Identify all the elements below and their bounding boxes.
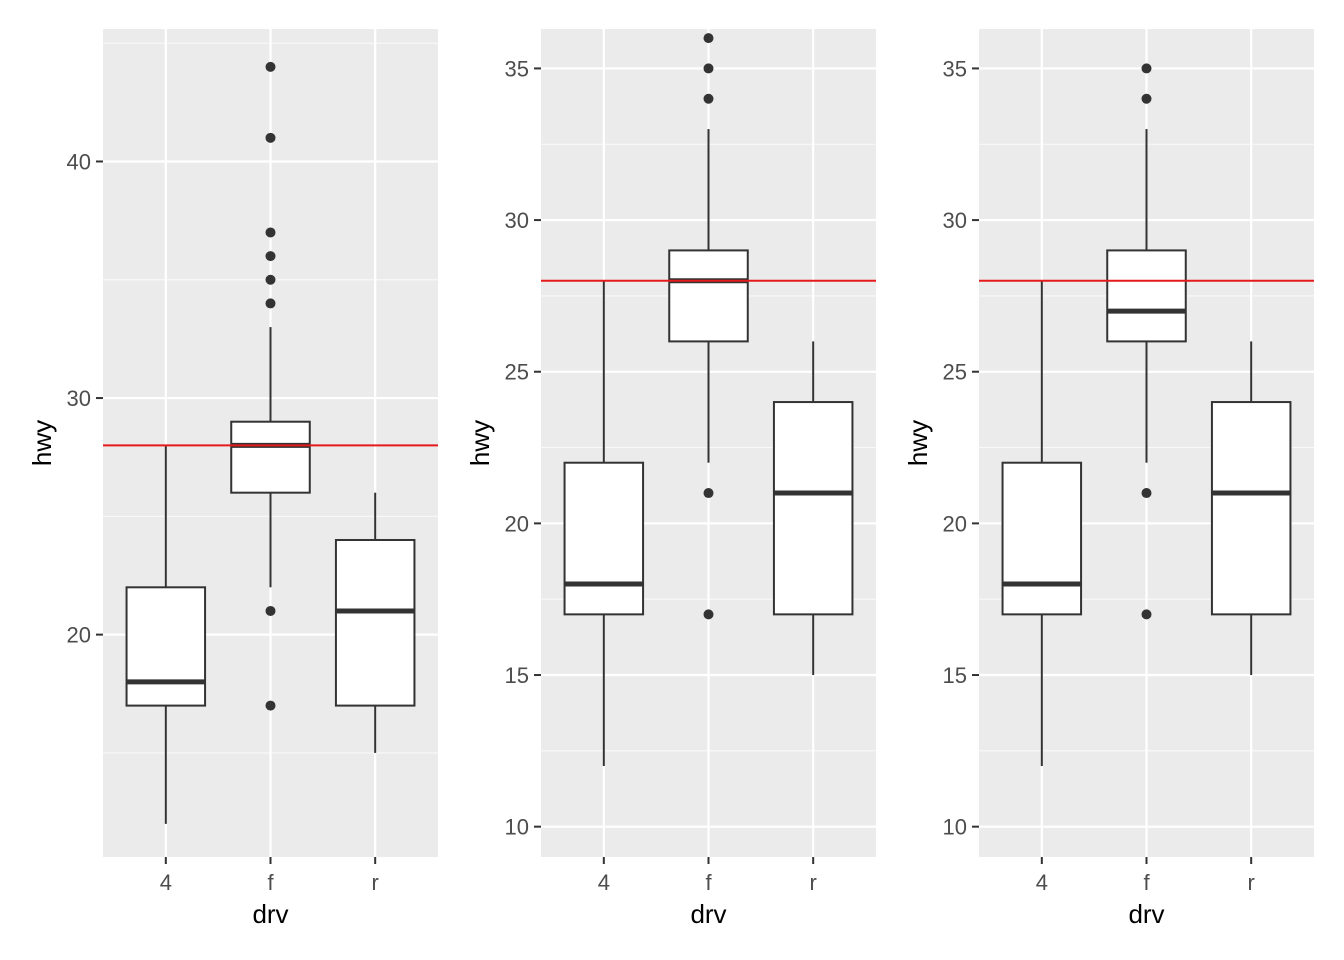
box-f xyxy=(1106,63,1187,620)
box-r xyxy=(772,341,854,676)
x-tick-label: f xyxy=(1143,870,1150,895)
box-body xyxy=(1001,461,1083,616)
outlier-point xyxy=(1141,63,1152,74)
outlier-point xyxy=(1141,93,1152,104)
x-tick-label: 4 xyxy=(1036,870,1048,895)
box-body xyxy=(334,538,416,707)
y-tick-label: 15 xyxy=(943,663,967,688)
outlier-point xyxy=(265,132,276,143)
x-tick-label: 4 xyxy=(598,870,610,895)
outlier-point xyxy=(265,61,276,72)
box-body xyxy=(1210,401,1292,616)
y-tick-label: 20 xyxy=(67,623,91,648)
y-tick-label: 30 xyxy=(505,208,529,233)
y-tick-label: 25 xyxy=(505,360,529,385)
y-axis-title: hwy xyxy=(465,420,495,466)
box-4 xyxy=(125,445,207,824)
y-tick-label: 10 xyxy=(505,815,529,840)
y-tick-label: 15 xyxy=(505,663,529,688)
x-tick-label: r xyxy=(1248,870,1255,895)
x-tick-label: f xyxy=(267,870,274,895)
y-tick-label: 10 xyxy=(943,815,967,840)
x-axis-title: drv xyxy=(690,899,726,929)
x-tick-label: f xyxy=(705,870,712,895)
y-tick-label: 35 xyxy=(943,56,967,81)
y-tick-label: 20 xyxy=(943,511,967,536)
x-axis-title: drv xyxy=(252,899,288,929)
box-body xyxy=(125,586,207,707)
y-tick-label: 40 xyxy=(67,149,91,174)
outlier-point xyxy=(265,274,276,285)
x-axis-title: drv xyxy=(1128,899,1164,929)
outlier-point xyxy=(265,298,276,309)
box-body xyxy=(563,461,645,616)
chart-panel-2: 10 15 20 25 30 35 4 f r drv hwy xyxy=(465,29,876,929)
outlier-point xyxy=(265,605,276,616)
box-4 xyxy=(563,280,645,767)
outlier-point xyxy=(265,700,276,711)
y-axis-title: hwy xyxy=(27,420,57,466)
outlier-point xyxy=(703,488,714,499)
box-body xyxy=(1106,249,1187,343)
box-r xyxy=(1210,341,1292,676)
x-tick-label: 4 xyxy=(160,870,172,895)
outlier-point xyxy=(265,251,276,262)
box-body xyxy=(772,401,854,616)
box-body xyxy=(668,249,749,343)
x-tick-label: r xyxy=(810,870,817,895)
chart-panel-3: 10 15 20 25 30 35 4 f r drv hwy xyxy=(903,29,1314,929)
y-tick-label: 25 xyxy=(943,360,967,385)
y-tick-label: 30 xyxy=(67,386,91,411)
box-4 xyxy=(1001,280,1083,767)
outlier-point xyxy=(265,227,276,238)
chart-panel-1: 20 30 40 4 f r drv hwy xyxy=(27,29,438,929)
outlier-point xyxy=(703,609,714,620)
outlier-point xyxy=(1141,609,1152,620)
outlier-point xyxy=(703,33,714,44)
y-tick-label: 30 xyxy=(943,208,967,233)
x-tick-label: r xyxy=(372,870,379,895)
y-tick-label: 20 xyxy=(505,511,529,536)
outlier-point xyxy=(703,63,714,74)
outlier-point xyxy=(1141,488,1152,499)
y-axis-title: hwy xyxy=(903,420,933,466)
outlier-point xyxy=(703,93,714,104)
box-r xyxy=(334,492,416,753)
box-f xyxy=(668,33,749,620)
box-body xyxy=(230,420,311,494)
y-tick-label: 35 xyxy=(505,56,529,81)
